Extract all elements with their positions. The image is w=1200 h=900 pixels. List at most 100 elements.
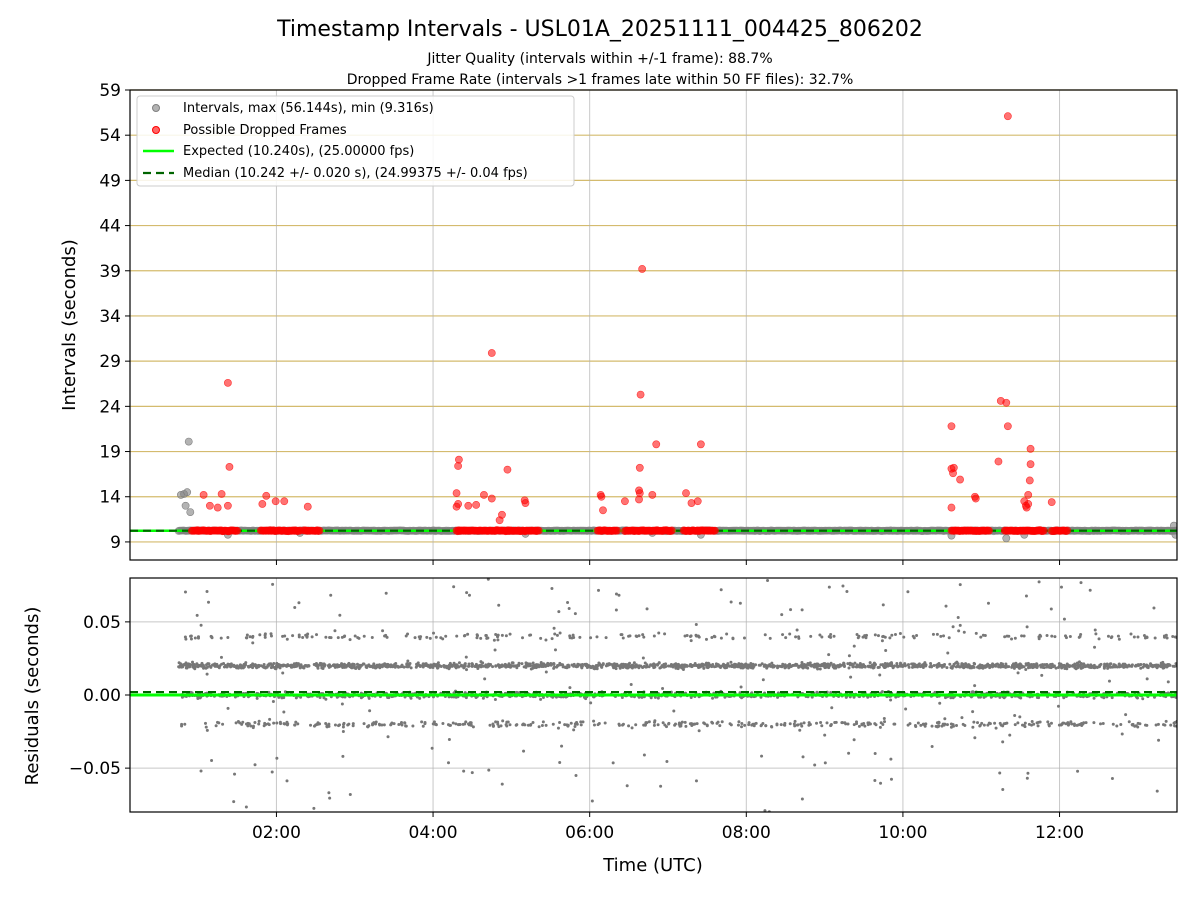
residual-point bbox=[921, 722, 925, 726]
residual-point bbox=[857, 724, 861, 728]
residual-point bbox=[1079, 663, 1083, 667]
residual-point bbox=[558, 760, 562, 764]
top-y-tick-label: 34 bbox=[99, 307, 121, 327]
residual-point bbox=[411, 724, 415, 728]
residual-point bbox=[930, 724, 934, 728]
residual-point bbox=[275, 721, 279, 725]
residual-point bbox=[463, 691, 467, 695]
residual-point bbox=[712, 634, 716, 638]
residual-point bbox=[1145, 677, 1149, 681]
residual-point bbox=[184, 666, 188, 670]
residual-point bbox=[421, 724, 425, 728]
interval-point bbox=[1169, 521, 1177, 530]
residual-point bbox=[808, 663, 812, 667]
residual-point bbox=[783, 666, 787, 670]
residual-point bbox=[340, 635, 344, 639]
residual-point bbox=[203, 721, 207, 725]
residual-point bbox=[703, 722, 707, 726]
residual-point bbox=[971, 665, 975, 669]
residual-point bbox=[853, 661, 857, 665]
residual-point bbox=[886, 663, 890, 667]
residual-point bbox=[578, 635, 582, 639]
residual-point bbox=[858, 662, 862, 666]
residual-point bbox=[246, 664, 250, 668]
residual-point bbox=[318, 696, 322, 700]
residual-point bbox=[958, 583, 962, 587]
residual-point bbox=[205, 665, 209, 669]
residual-point bbox=[951, 723, 955, 727]
residual-point bbox=[848, 661, 852, 665]
residual-point bbox=[621, 666, 625, 670]
residual-point bbox=[653, 719, 657, 723]
residual-point bbox=[961, 722, 965, 726]
residual-point bbox=[338, 613, 342, 617]
residual-point bbox=[566, 665, 570, 669]
residual-point bbox=[1097, 637, 1101, 641]
residual-point bbox=[949, 725, 953, 729]
residual-point bbox=[386, 664, 390, 668]
dropped-frame-point bbox=[487, 349, 496, 357]
residual-point bbox=[347, 722, 351, 726]
residual-point bbox=[324, 635, 328, 639]
residual-point bbox=[595, 635, 599, 639]
residual-point bbox=[738, 601, 742, 605]
residual-point bbox=[1003, 635, 1007, 639]
residual-point bbox=[539, 697, 543, 701]
residual-point bbox=[945, 723, 949, 727]
residual-point bbox=[861, 635, 865, 639]
residual-point bbox=[193, 636, 197, 640]
residual-point bbox=[891, 666, 895, 670]
residual-point bbox=[592, 666, 596, 670]
residual-point bbox=[634, 723, 638, 727]
residual-point bbox=[923, 724, 927, 728]
x-tick-label: 04:00 bbox=[409, 823, 458, 843]
top-y-tick-label: 24 bbox=[99, 397, 121, 417]
residual-point bbox=[904, 707, 908, 711]
residual-point bbox=[217, 666, 221, 670]
residual-point bbox=[991, 662, 995, 666]
residual-point bbox=[949, 696, 953, 700]
residual-point bbox=[417, 635, 421, 639]
top-y-tick-label: 59 bbox=[99, 81, 121, 101]
x-tick-label: 02:00 bbox=[252, 823, 301, 843]
residual-point bbox=[1134, 664, 1138, 668]
residual-point bbox=[553, 632, 557, 636]
residual-point bbox=[510, 661, 514, 665]
residual-point bbox=[943, 663, 947, 667]
residual-point bbox=[919, 723, 923, 727]
residual-point bbox=[1121, 664, 1125, 668]
residual-point bbox=[793, 719, 797, 723]
residual-point bbox=[362, 722, 366, 726]
residual-point bbox=[829, 691, 833, 695]
residual-point bbox=[544, 638, 548, 642]
residual-point bbox=[882, 717, 886, 721]
dropped-frame-point bbox=[994, 457, 1003, 466]
residual-point bbox=[1077, 635, 1081, 639]
residual-point bbox=[473, 665, 477, 669]
residual-point bbox=[556, 726, 560, 730]
residual-point bbox=[457, 661, 461, 665]
residual-point bbox=[951, 625, 955, 629]
residual-point bbox=[454, 722, 458, 726]
dropped-frame-point bbox=[521, 499, 530, 507]
residual-point bbox=[935, 632, 939, 636]
residual-point bbox=[447, 664, 451, 668]
residual-point bbox=[313, 663, 317, 667]
residual-point bbox=[1136, 635, 1140, 639]
residual-point bbox=[1076, 769, 1080, 773]
bottom-y-axis: −0.050.000.05 bbox=[69, 613, 130, 779]
residual-point bbox=[1110, 696, 1114, 700]
residual-point bbox=[399, 722, 403, 726]
dropped-frame-point bbox=[223, 378, 232, 387]
residual-point bbox=[695, 634, 699, 638]
residual-point bbox=[762, 664, 766, 668]
x-tick-label: 12:00 bbox=[1035, 823, 1084, 843]
residual-point bbox=[641, 656, 645, 660]
residual-point bbox=[328, 796, 332, 800]
residual-point bbox=[745, 663, 749, 667]
residual-point bbox=[510, 664, 514, 668]
residual-point bbox=[409, 666, 413, 670]
residual-point bbox=[294, 720, 298, 724]
residual-point bbox=[572, 636, 576, 640]
residual-point bbox=[800, 724, 804, 728]
